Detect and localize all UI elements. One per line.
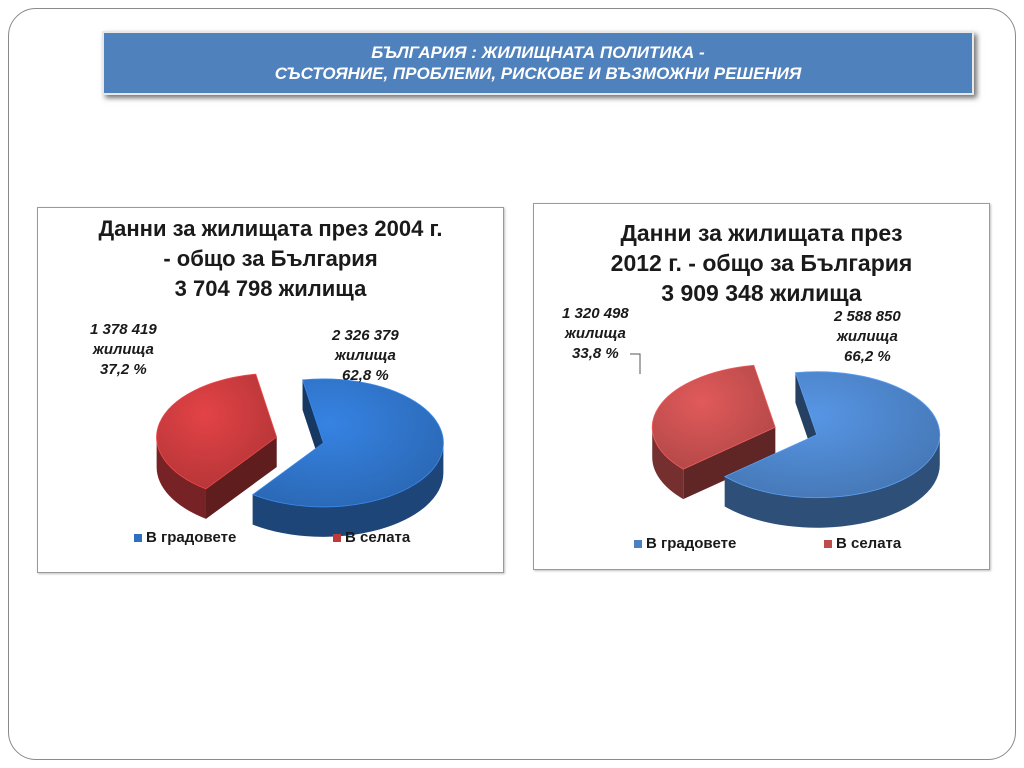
chart-2012-label-cities: 2 588 850 жилища 66,2 % xyxy=(834,307,901,367)
pie-slice-villages-wall-start xyxy=(205,437,277,519)
pie-slice-villages-wall-start xyxy=(683,427,776,500)
chart-2004-label-villages: 1 378 419 жилища 37,2 % xyxy=(90,320,157,380)
chart-2004-legend-cities: В градовете xyxy=(134,529,236,546)
label-leader-line xyxy=(630,353,641,374)
slide-title-line-1: БЪЛГАРИЯ : ЖИЛИЩНАТА ПОЛИТИКА - xyxy=(371,43,705,62)
chart-2004-label-cities-pct: 62,8 % xyxy=(342,367,389,384)
chart-2012-label-cities-unit: жилища xyxy=(836,328,898,345)
chart-2004-title-line-3: 3 704 798 жилища xyxy=(174,276,367,301)
chart-2012-label-villages: 1 320 498 жилища 33,8 % xyxy=(562,304,629,364)
chart-2012-title: Данни за жилищата през 2012 г. - общо за… xyxy=(534,218,989,308)
chart-2004-label-cities-count: 2 326 379 xyxy=(332,327,399,344)
chart-2012-legend-cities: В градовете xyxy=(634,535,736,552)
chart-2012-label-villages-count: 1 320 498 xyxy=(562,305,629,322)
chart-2012-label-cities-count: 2 588 850 xyxy=(834,308,901,325)
slide-title-line-2: СЪСТОЯНИЕ, ПРОБЛЕМИ, РИСКОВЕ И ВЪЗМОЖНИ … xyxy=(274,64,802,83)
legend-swatch-icon xyxy=(634,539,642,548)
pie-slice-cities-top xyxy=(251,378,444,508)
chart-2012-legend-villages: В селата xyxy=(824,535,901,552)
chart-2012-legend-cities-label: В градовете xyxy=(646,535,737,552)
chart-2004-label-cities-unit: жилища xyxy=(334,347,396,364)
pie-slice-villages-2012 xyxy=(651,364,776,500)
chart-2012-title-line-1: Данни за жилищата през xyxy=(620,220,903,246)
legend-swatch-icon xyxy=(134,533,142,542)
chart-2004-title: Данни за жилищата през 2004 г. - общо за… xyxy=(38,214,503,304)
chart-2012-title-line-3: 3 909 348 жилища xyxy=(661,280,862,306)
pie-slice-villages-side-0 xyxy=(652,427,684,500)
chart-2012-title-line-2: 2012 г. - общо за България xyxy=(610,250,913,276)
chart-2012-label-villages-unit: жилища xyxy=(564,325,626,342)
chart-2004: Данни за жилищата през 2004 г. - общо за… xyxy=(37,207,504,573)
chart-2004-title-line-2: - общо за България xyxy=(163,246,378,271)
legend-swatch-icon xyxy=(333,533,341,542)
chart-2004-label-villages-count: 1 378 419 xyxy=(90,321,157,338)
chart-2012-label-cities-pct: 66,2 % xyxy=(844,348,891,365)
chart-2012-label-villages-pct: 33,8 % xyxy=(572,345,619,362)
pie-slice-cities-side-0 xyxy=(252,442,444,537)
chart-2004-legend-cities-label: В градовете xyxy=(146,529,237,546)
chart-2004-legend-villages-label: В селата xyxy=(345,529,411,546)
slide-title-banner: БЪЛГАРИЯ : ЖИЛИЩНАТА ПОЛИТИКА - СЪСТОЯНИ… xyxy=(102,31,974,95)
pie-slice-cities-2004 xyxy=(251,378,444,537)
pie-slice-villages-2004 xyxy=(156,373,278,519)
pie-slice-villages-side-0 xyxy=(156,437,206,519)
pie-slice-cities-top xyxy=(723,371,941,499)
chart-2004-label-villages-pct: 37,2 % xyxy=(100,361,147,378)
pie-slice-cities-side-0 xyxy=(724,434,940,528)
chart-2012: Данни за жилищата през 2012 г. - общо за… xyxy=(533,203,990,570)
chart-2012-legend-villages-label: В селата xyxy=(836,535,902,552)
legend-swatch-icon xyxy=(824,539,832,548)
pie-chart-2012-canvas xyxy=(630,353,941,528)
chart-2004-label-cities: 2 326 379 жилища 62,8 % xyxy=(332,326,399,386)
pie-slice-cities-2012 xyxy=(723,371,941,528)
pie-slice-villages-top xyxy=(651,364,776,470)
pie-slice-villages-top xyxy=(156,373,278,490)
chart-2004-legend-villages: В селата xyxy=(333,529,410,546)
pie-chart-2004-canvas xyxy=(156,373,444,537)
chart-2004-label-villages-unit: жилища xyxy=(92,341,154,358)
chart-2004-title-line-1: Данни за жилищата през 2004 г. xyxy=(98,216,443,241)
